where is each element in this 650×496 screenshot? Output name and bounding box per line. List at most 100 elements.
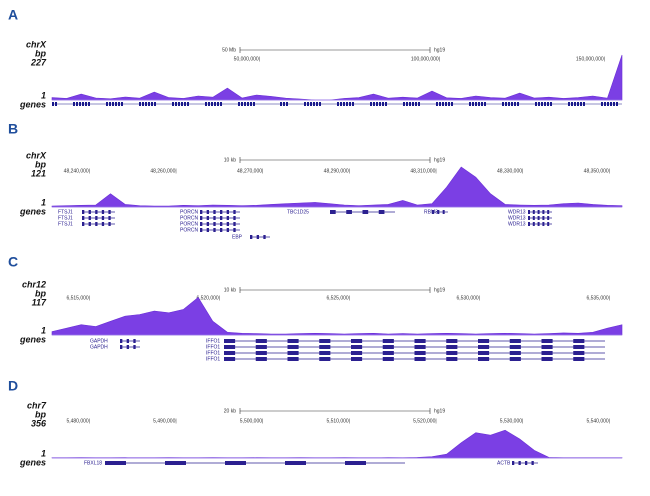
exon (518, 461, 521, 465)
signal-area (51, 54, 623, 101)
exon (319, 357, 331, 361)
track-label: genes (19, 457, 46, 467)
exon (537, 216, 540, 220)
exon (226, 210, 229, 214)
gene-name: IFFO1 (206, 344, 220, 350)
panel-letter: D (8, 378, 18, 394)
coord-tick: 5,510,000| (326, 418, 350, 424)
min-label: 1 (41, 325, 46, 335)
coord-tick: 48,350,000| (584, 168, 610, 174)
coord-tick: 6,535,000| (586, 295, 610, 301)
exon (541, 345, 553, 349)
exon (88, 222, 91, 226)
coord-tick: 5,490,000| (153, 418, 177, 424)
gene-name: EBP (232, 234, 243, 240)
gene-name: PORCN (180, 209, 198, 215)
gene-name: FBXL18 (84, 460, 102, 466)
exon (200, 210, 203, 214)
exon (330, 210, 336, 214)
exon (542, 222, 545, 226)
max-label: 227 (30, 57, 47, 67)
exon (126, 339, 129, 343)
exon (88, 216, 91, 220)
exon (101, 210, 105, 214)
exon (319, 339, 331, 343)
exon (95, 222, 98, 226)
exon (82, 216, 85, 220)
exon (213, 228, 216, 232)
scale-label: 20 kb (224, 408, 236, 414)
exon (126, 345, 129, 349)
assembly-label: hg19 (434, 408, 445, 414)
chrom-label: chrX (26, 150, 47, 160)
exon (224, 339, 236, 343)
exon (256, 235, 259, 239)
exon (531, 461, 534, 465)
exon (378, 210, 385, 214)
exon (200, 216, 203, 220)
gene-name: WDR13 (508, 215, 526, 221)
exon (206, 216, 209, 220)
scale-label: 50 Mb (222, 47, 236, 53)
coord-tick: 48,310,000| (410, 168, 436, 174)
exon (88, 210, 91, 214)
gene-name: PORCN (180, 215, 198, 221)
exon (233, 222, 236, 226)
exon (287, 345, 299, 349)
chrom-label: chr12 (22, 279, 46, 289)
coord-tick: 5,480,000| (66, 418, 90, 424)
panel-letter: A (8, 7, 18, 23)
exon (226, 222, 229, 226)
exon (541, 357, 553, 361)
gene-name: FTSJ1 (58, 209, 73, 215)
unit-label: bp (35, 409, 46, 419)
track-label: genes (19, 99, 46, 109)
exon (512, 461, 515, 465)
signal-area (51, 166, 623, 208)
exon (346, 210, 352, 214)
exon (547, 222, 550, 226)
exon (213, 222, 216, 226)
gene-name: IFFO1 (206, 338, 220, 344)
max-label: 356 (31, 418, 47, 428)
coord-tick: 50,000,000| (234, 56, 260, 62)
exon (233, 210, 236, 214)
exon (220, 222, 223, 226)
chrom-label: chr7 (27, 400, 47, 410)
exon (478, 357, 490, 361)
exon (255, 351, 267, 355)
exon (446, 357, 458, 361)
exon (351, 351, 363, 355)
exon (478, 339, 490, 343)
exon (573, 351, 585, 355)
exon (542, 216, 545, 220)
coord-tick: 6,520,000| (196, 295, 220, 301)
exon (226, 216, 229, 220)
signal-area (51, 429, 623, 459)
exon (414, 345, 426, 349)
exon (213, 216, 216, 220)
exon (206, 210, 209, 214)
coord-tick: 100,000,000| (411, 56, 440, 62)
gene-name: TBC1D25 (287, 209, 309, 215)
exon (255, 339, 267, 343)
exon (509, 345, 521, 349)
exon (446, 345, 458, 349)
exon (233, 228, 236, 232)
exon (108, 216, 111, 220)
gene-name: GAPDH (90, 344, 108, 350)
assembly-label: hg19 (434, 47, 445, 53)
exon (120, 339, 123, 343)
scale-label: 10 kb (224, 287, 236, 293)
exon (224, 357, 236, 361)
exon (120, 345, 123, 349)
exon (108, 210, 111, 214)
exon (213, 210, 216, 214)
exon (382, 345, 394, 349)
exon (573, 357, 585, 361)
gene-name: WDR13 (508, 209, 526, 215)
exon (528, 222, 530, 226)
gene-name: GAPDH (90, 338, 108, 344)
gene-name: PORCN (180, 221, 198, 227)
